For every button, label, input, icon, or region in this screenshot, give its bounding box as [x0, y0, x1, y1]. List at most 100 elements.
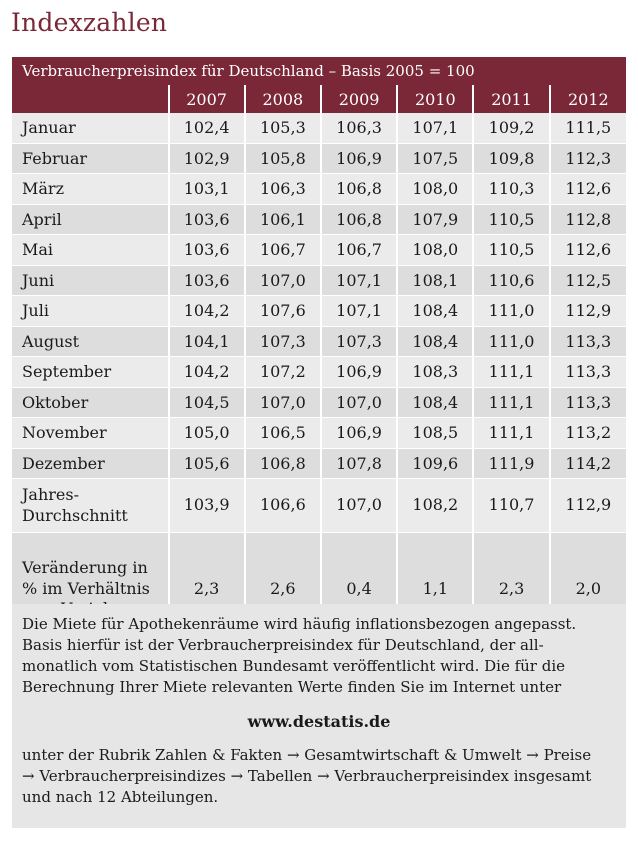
- month-label: November: [12, 417, 169, 449]
- note-intro: Die Miete für Apothekenräume wird häufig…: [22, 614, 616, 698]
- index-value-cell: 111,1: [472, 356, 550, 388]
- index-value-cell: 106,9: [319, 356, 398, 388]
- index-value-cell: 103,1: [167, 173, 245, 205]
- change-label-line: Veränderung in: [22, 557, 148, 577]
- index-value-cell: 107,5: [396, 143, 474, 174]
- index-value-cell: 109,8: [472, 143, 550, 174]
- table-caption-row: Verbraucherpreisindex für Deutschland – …: [12, 57, 626, 85]
- page-title: Indexzahlen: [11, 8, 168, 37]
- index-value-cell: 107,0: [243, 265, 321, 296]
- index-value-cell: 108,0: [396, 173, 474, 205]
- index-value-cell: 105,6: [167, 448, 245, 479]
- year-header-row: 2007 2008 2009 2010 2011 2012: [12, 85, 626, 113]
- index-value-cell: 112,9: [548, 295, 626, 327]
- change-label-line: % im Verhältnis: [22, 578, 150, 598]
- table-row: Januar 102,4 105,3 106,3 107,1 109,2 111,5: [12, 113, 626, 144]
- index-value-cell: 112,5: [548, 265, 626, 296]
- index-value-cell: 111,5: [548, 113, 626, 144]
- index-value-cell: 106,3: [243, 173, 321, 205]
- index-value-cell: 105,3: [243, 113, 321, 144]
- average-cell: 103,9: [167, 478, 245, 533]
- header-blank-cell: [12, 85, 169, 113]
- month-label: Februar: [12, 143, 169, 174]
- index-value-cell: 107,1: [319, 295, 398, 327]
- index-value-cell: 113,2: [548, 417, 626, 449]
- index-value-cell: 106,7: [243, 234, 321, 266]
- index-value-cell: 107,1: [396, 113, 474, 144]
- table-row: April 103,6 106,1 106,8 107,9 110,5 112,8: [12, 204, 626, 235]
- index-value-cell: 108,3: [396, 356, 474, 388]
- index-value-cell: 106,8: [243, 448, 321, 479]
- table-row: Februar 102,9 105,8 106,9 107,5 109,8 112,3: [12, 143, 626, 174]
- month-label: April: [12, 204, 169, 235]
- month-label: Juni: [12, 265, 169, 296]
- index-value-cell: 106,8: [319, 173, 398, 205]
- index-value-cell: 103,6: [167, 204, 245, 235]
- index-value-cell: 105,0: [167, 417, 245, 449]
- average-cell: 106,6: [243, 478, 321, 533]
- index-value-cell: 106,1: [243, 204, 321, 235]
- note-line: Berechnung Ihrer Miete relevanten Werte …: [22, 678, 562, 696]
- index-value-cell: 110,5: [472, 204, 550, 235]
- index-value-cell: 112,6: [548, 173, 626, 205]
- index-value-cell: 111,0: [472, 326, 550, 357]
- index-value-cell: 108,4: [396, 387, 474, 418]
- table-row: Juni 103,6 107,0 107,1 108,1 110,6 112,5: [12, 265, 626, 296]
- index-value-cell: 107,1: [319, 265, 398, 296]
- index-value-cell: 106,9: [319, 417, 398, 449]
- note-line: monatlich vom Statistischen Bundesamt ve…: [22, 657, 566, 675]
- average-cell: 108,2: [396, 478, 474, 533]
- index-value-cell: 105,8: [243, 143, 321, 174]
- index-value-cell: 102,9: [167, 143, 245, 174]
- index-value-cell: 107,3: [319, 326, 398, 357]
- month-label: Mai: [12, 234, 169, 266]
- note-line: unter der Rubrik Zahlen & Fakten → Gesam…: [22, 746, 592, 764]
- index-value-cell: 109,2: [472, 113, 550, 144]
- index-value-cell: 111,1: [472, 417, 550, 449]
- note-line: Die Miete für Apothekenräume wird häufig…: [22, 615, 577, 633]
- index-value-cell: 112,8: [548, 204, 626, 235]
- index-value-cell: 107,8: [319, 448, 398, 479]
- index-value-cell: 106,3: [319, 113, 398, 144]
- average-label-line: Durchschnitt: [22, 505, 128, 525]
- table-row: Oktober 104,5 107,0 107,0 108,4 111,1 113,3: [12, 387, 626, 418]
- month-label: Dezember: [12, 448, 169, 479]
- index-value-cell: 107,9: [396, 204, 474, 235]
- table-row: Juli 104,2 107,6 107,1 108,4 111,0 112,9: [12, 295, 626, 327]
- year-header: 2011: [472, 85, 550, 113]
- index-value-cell: 104,5: [167, 387, 245, 418]
- average-label: Jahres- Durchschnitt: [12, 478, 169, 533]
- index-value-cell: 107,2: [243, 356, 321, 388]
- index-value-cell: 104,1: [167, 326, 245, 357]
- year-header: 2007: [167, 85, 245, 113]
- average-label-line: Jahres-: [22, 484, 79, 504]
- index-value-cell: 102,4: [167, 113, 245, 144]
- index-value-cell: 110,3: [472, 173, 550, 205]
- table-row: August 104,1 107,3 107,3 108,4 111,0 113,3: [12, 326, 626, 357]
- index-value-cell: 108,4: [396, 295, 474, 327]
- index-value-cell: 107,0: [319, 387, 398, 418]
- year-header: 2009: [319, 85, 398, 113]
- index-value-cell: 108,5: [396, 417, 474, 449]
- info-note: Die Miete für Apothekenräume wird häufig…: [12, 604, 626, 828]
- index-value-cell: 111,1: [472, 387, 550, 418]
- average-row: Jahres- Durchschnitt 103,9 106,6 107,0 1…: [12, 478, 626, 533]
- table-row: November 105,0 106,5 106,9 108,5 111,1 113,2: [12, 417, 626, 449]
- index-value-cell: 106,9: [319, 143, 398, 174]
- index-value-cell: 113,3: [548, 326, 626, 357]
- table-row: Dezember 105,6 106,8 107,8 109,6 111,9 114,2: [12, 448, 626, 479]
- average-cell: 112,9: [548, 478, 626, 533]
- table-caption: Verbraucherpreisindex für Deutschland – …: [12, 57, 626, 85]
- table-row: März 103,1 106,3 106,8 108,0 110,3 112,6: [12, 173, 626, 205]
- note-line: und nach 12 Abteilungen.: [22, 788, 219, 806]
- index-value-cell: 112,6: [548, 234, 626, 266]
- year-header: 2010: [396, 85, 474, 113]
- month-label: März: [12, 173, 169, 205]
- month-label: Oktober: [12, 387, 169, 418]
- cpi-table-container: Verbraucherpreisindex für Deutschland – …: [12, 57, 626, 646]
- month-label: September: [12, 356, 169, 388]
- destatis-link[interactable]: www.destatis.de: [247, 712, 391, 731]
- index-value-cell: 108,4: [396, 326, 474, 357]
- year-header: 2008: [243, 85, 321, 113]
- index-value-cell: 114,2: [548, 448, 626, 479]
